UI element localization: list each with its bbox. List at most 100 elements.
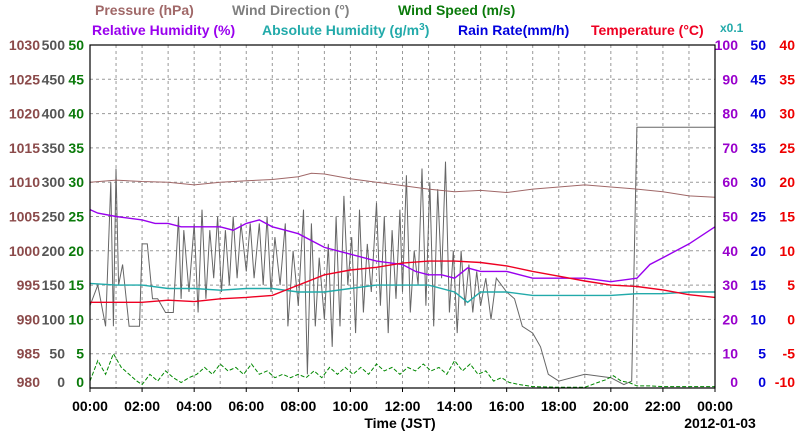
y-tick-label-rel-hum: 0 — [730, 374, 738, 390]
y-tick-label-wind-speed: 45 — [68, 71, 84, 87]
x-tick-label: 02:00 — [124, 398, 160, 414]
x-tick-label: 18:00 — [541, 398, 577, 414]
y-tick-label-pressure: 1025 — [9, 71, 40, 87]
y-tick-label-temp: 0 — [787, 311, 795, 327]
series-line-rel-hum — [89, 282, 715, 304]
y-tick-label-pressure: 990 — [17, 311, 41, 327]
legend-absolute-humidity: Absolute Humidity (g/m3) — [262, 22, 429, 38]
y-tick-label-pressure: 1010 — [9, 174, 40, 190]
y-tick-label-wind-dir: 350 — [42, 140, 66, 156]
y-tick-label-temp: 10 — [779, 243, 795, 259]
y-tick-label-temp: 15 — [779, 209, 795, 225]
y-tick-label-rain: 15 — [750, 277, 766, 293]
y-tick-label-rel-hum: 90 — [722, 71, 738, 87]
x-tick-label: 12:00 — [385, 398, 421, 414]
y-tick-label-wind-speed: 35 — [68, 140, 84, 156]
legend: Pressure (hPa) Wind Direction (°) Wind S… — [92, 2, 744, 38]
y-tick-label-temp: 25 — [779, 140, 795, 156]
plot-area — [89, 44, 716, 389]
x-tick-label: 20:00 — [593, 398, 629, 414]
y-tick-label-wind-dir: 50 — [49, 346, 65, 362]
y-tick-label-pressure: 985 — [17, 346, 41, 362]
y-tick-label-temp: 30 — [779, 106, 795, 122]
y-tick-label-wind-speed: 10 — [68, 311, 84, 327]
y-tick-label-rain: 5 — [758, 346, 766, 362]
legend-relative-humidity: Relative Humidity (%) — [92, 22, 235, 38]
axes: 00:00 02:00 04:00 06:00 08:00 10:00 12:00 14:00… — [9, 37, 795, 414]
series-line-temp — [90, 260, 716, 303]
y-tick-label-pressure: 1005 — [9, 209, 40, 225]
y-tick-label-rain: 45 — [750, 71, 766, 87]
y-tick-label-rel-hum: 20 — [722, 311, 738, 327]
legend-wind-speed: Wind Speed (m/s) — [398, 2, 515, 18]
x-tick-label: 16:00 — [489, 398, 525, 414]
y-tick-label-rain: 25 — [750, 209, 766, 225]
x-tick-label: 08:00 — [280, 398, 316, 414]
y-tick-label-wind-speed: 15 — [68, 277, 84, 293]
y-tick-label-pressure: 1030 — [9, 37, 40, 53]
y-tick-label-temp: -10 — [775, 374, 795, 390]
y-tick-label-rel-hum: 60 — [722, 174, 738, 190]
series-line-rel-hum — [89, 208, 716, 283]
legend-pressure: Pressure (hPa) — [95, 2, 194, 18]
x-tick-label: 06:00 — [228, 398, 264, 414]
legend-wind-direction: Wind Direction (°) — [232, 2, 349, 18]
x-tick-label: 22:00 — [645, 398, 681, 414]
legend-absolute-humidity-paren: ) — [425, 22, 430, 38]
y-tick-label-rel-hum: 80 — [722, 106, 738, 122]
y-tick-label-temp: 35 — [779, 71, 795, 87]
y-tick-label-pressure: 1020 — [9, 106, 40, 122]
x-tick-label: 14:00 — [437, 398, 473, 414]
y-tick-label-wind-dir: 100 — [42, 311, 66, 327]
x-tick-label: 10:00 — [333, 398, 369, 414]
plot-frame — [89, 44, 716, 389]
y-tick-label-rel-hum: 70 — [722, 140, 738, 156]
y-tick-label-wind-speed: 0 — [76, 374, 84, 390]
legend-absolute-humidity-base: Absolute Humidity (g/m — [262, 22, 419, 38]
legend-rain-scale: x0.1 — [720, 21, 744, 35]
y-tick-label-temp: 40 — [779, 37, 795, 53]
y-tick-label-temp: -5 — [783, 346, 796, 362]
date-label: 2012-01-03 — [684, 415, 756, 431]
y-tick-label-rel-hum: 10 — [722, 346, 738, 362]
y-tick-label-rel-hum: 50 — [722, 209, 738, 225]
y-tick-label-rel-hum: 30 — [722, 277, 738, 293]
y-tick-label-wind-dir: 400 — [42, 106, 66, 122]
y-tick-label-rain: 30 — [750, 174, 766, 190]
y-tick-label-wind-dir: 0 — [57, 374, 65, 390]
grid — [90, 45, 715, 388]
y-tick-label-rain: 50 — [750, 37, 766, 53]
y-tick-label-rel-hum: 40 — [722, 243, 738, 259]
y-tick-label-wind-dir: 450 — [42, 71, 66, 87]
y-tick-label-temp: 20 — [779, 174, 795, 190]
y-tick-label-pressure: 1015 — [9, 140, 40, 156]
legend-absolute-humidity-superscript: 3 — [419, 22, 425, 33]
y-tick-label-wind-speed: 50 — [68, 37, 84, 53]
y-tick-label-wind-speed: 40 — [68, 106, 84, 122]
y-tick-label-wind-speed: 25 — [68, 209, 84, 225]
y-tick-label-wind-dir: 500 — [42, 37, 66, 53]
y-tick-label-rain: 40 — [750, 106, 766, 122]
y-tick-label-wind-dir: 300 — [42, 174, 66, 190]
series-line-wind-speed — [89, 352, 715, 388]
y-tick-label-wind-speed: 20 — [68, 243, 84, 259]
y-tick-label-temp: 5 — [787, 277, 795, 293]
y-tick-label-pressure: 980 — [17, 374, 41, 390]
y-tick-label-rain: 20 — [750, 243, 766, 259]
y-tick-label-rain: 35 — [750, 140, 766, 156]
y-tick-label-pressure: 995 — [17, 277, 41, 293]
y-tick-label-wind-dir: 150 — [42, 277, 66, 293]
series-line-pressure — [89, 172, 716, 198]
y-tick-label-rain: 0 — [758, 374, 766, 390]
x-tick-label: 00:00 — [72, 398, 108, 414]
y-tick-label-wind-speed: 5 — [76, 346, 84, 362]
legend-rain-rate: Rain Rate(mm/h) — [458, 22, 569, 38]
x-tick-label: 00:00 — [697, 398, 733, 414]
y-tick-label-rel-hum: 100 — [715, 37, 739, 53]
y-tick-label-wind-dir: 250 — [42, 209, 66, 225]
y-tick-label-rain: 10 — [750, 311, 766, 327]
series-line-wind-dir — [89, 126, 715, 386]
y-tick-label-wind-speed: 30 — [68, 174, 84, 190]
y-tick-label-wind-dir: 200 — [42, 243, 66, 259]
